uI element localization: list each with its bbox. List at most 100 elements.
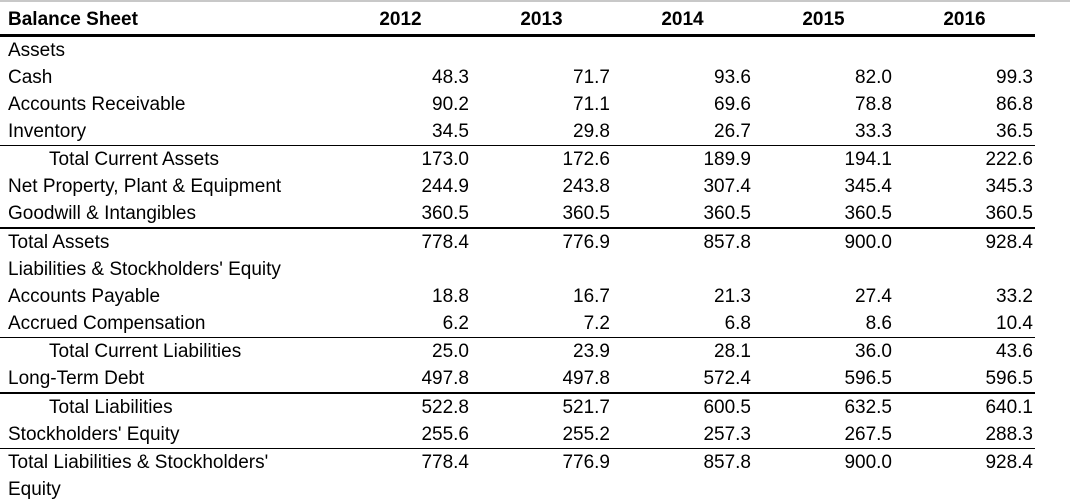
cell-value: 93.6: [612, 64, 753, 91]
cell-value: 10.4: [894, 310, 1035, 338]
cell-value: 928.4: [894, 449, 1035, 503]
cell-value: 857.8: [612, 449, 753, 503]
cell-value: [330, 256, 471, 283]
cell-value: 640.1: [894, 393, 1035, 421]
table-row: Liabilities & Stockholders' Equity: [0, 256, 1035, 283]
cell-value: 900.0: [753, 449, 894, 503]
cell-value: 27.4: [753, 283, 894, 310]
cell-value: [753, 36, 894, 65]
row-label-text: Stockholders' Equity: [8, 424, 180, 445]
table-row: Total Liabilities & Stockholders' Equity…: [0, 449, 1035, 503]
cell-value: 522.8: [330, 393, 471, 421]
row-label: Accounts Receivable: [0, 91, 330, 118]
cell-value: 23.9: [471, 338, 612, 366]
row-label-text: Accrued Compensation: [8, 313, 206, 334]
cell-value: 778.4: [330, 228, 471, 256]
year-column-header: 2012: [330, 3, 471, 36]
cell-value: 345.3: [894, 173, 1035, 200]
row-label: Total Liabilities: [0, 393, 330, 421]
cell-value: 572.4: [612, 365, 753, 393]
cell-value: 43.6: [894, 338, 1035, 366]
row-label: Accounts Payable: [0, 283, 330, 310]
cell-value: 360.5: [330, 200, 471, 228]
row-label: Net Property, Plant & Equipment: [0, 173, 330, 200]
cell-value: 222.6: [894, 146, 1035, 174]
row-label: Inventory: [0, 118, 330, 146]
cell-value: 776.9: [471, 228, 612, 256]
cell-value: 36.0: [753, 338, 894, 366]
cell-value: 6.2: [330, 310, 471, 338]
cell-value: 255.6: [330, 421, 471, 449]
row-label: Goodwill & Intangibles: [0, 200, 330, 228]
cell-value: 33.3: [753, 118, 894, 146]
row-label: Cash: [0, 64, 330, 91]
cell-value: [753, 256, 894, 283]
year-column-header: 2015: [753, 3, 894, 36]
cell-value: 778.4: [330, 449, 471, 503]
cell-value: 288.3: [894, 421, 1035, 449]
cell-value: 90.2: [330, 91, 471, 118]
cell-value: 8.6: [753, 310, 894, 338]
cell-value: 86.8: [894, 91, 1035, 118]
cell-value: [471, 256, 612, 283]
cell-value: 596.5: [894, 365, 1035, 393]
table-title: Balance Sheet: [0, 3, 330, 36]
cell-value: 36.5: [894, 118, 1035, 146]
cell-value: 26.7: [612, 118, 753, 146]
row-label-text: Long-Term Debt: [8, 368, 144, 389]
cell-value: 596.5: [753, 365, 894, 393]
cell-value: 25.0: [330, 338, 471, 366]
cell-value: 71.1: [471, 91, 612, 118]
cell-value: 48.3: [330, 64, 471, 91]
cell-value: 360.5: [894, 200, 1035, 228]
row-label: Assets: [0, 36, 330, 65]
row-label-text: Goodwill & Intangibles: [8, 203, 196, 224]
cell-value: [612, 36, 753, 65]
cell-value: 360.5: [612, 200, 753, 228]
cell-value: 345.4: [753, 173, 894, 200]
row-label: Liabilities & Stockholders' Equity: [0, 256, 330, 283]
year-column-header: 2013: [471, 3, 612, 36]
cell-value: 194.1: [753, 146, 894, 174]
row-label-text: Total Liabilities & Stockholders' Equity: [8, 449, 296, 503]
table-row: Assets: [0, 36, 1035, 65]
cell-value: 173.0: [330, 146, 471, 174]
row-label-text: Inventory: [8, 121, 86, 142]
cell-value: 16.7: [471, 283, 612, 310]
cell-value: 7.2: [471, 310, 612, 338]
row-label-text: Accounts Payable: [8, 286, 160, 307]
row-label-text: Total Current Liabilities: [49, 341, 241, 362]
cell-value: 99.3: [894, 64, 1035, 91]
cell-value: [894, 256, 1035, 283]
row-label: Stockholders' Equity: [0, 421, 330, 449]
row-label-text: Assets: [8, 40, 65, 61]
cell-value: [330, 36, 471, 65]
cell-value: 900.0: [753, 228, 894, 256]
cell-value: 267.5: [753, 421, 894, 449]
cell-value: [894, 36, 1035, 65]
cell-value: 521.7: [471, 393, 612, 421]
cell-value: 776.9: [471, 449, 612, 503]
cell-value: 307.4: [612, 173, 753, 200]
cell-value: 71.7: [471, 64, 612, 91]
cell-value: 257.3: [612, 421, 753, 449]
cell-value: 69.6: [612, 91, 753, 118]
cell-value: 244.9: [330, 173, 471, 200]
row-label: Total Assets: [0, 228, 330, 256]
row-label-text: Total Current Assets: [49, 149, 219, 170]
row-label: Accrued Compensation: [0, 310, 330, 338]
